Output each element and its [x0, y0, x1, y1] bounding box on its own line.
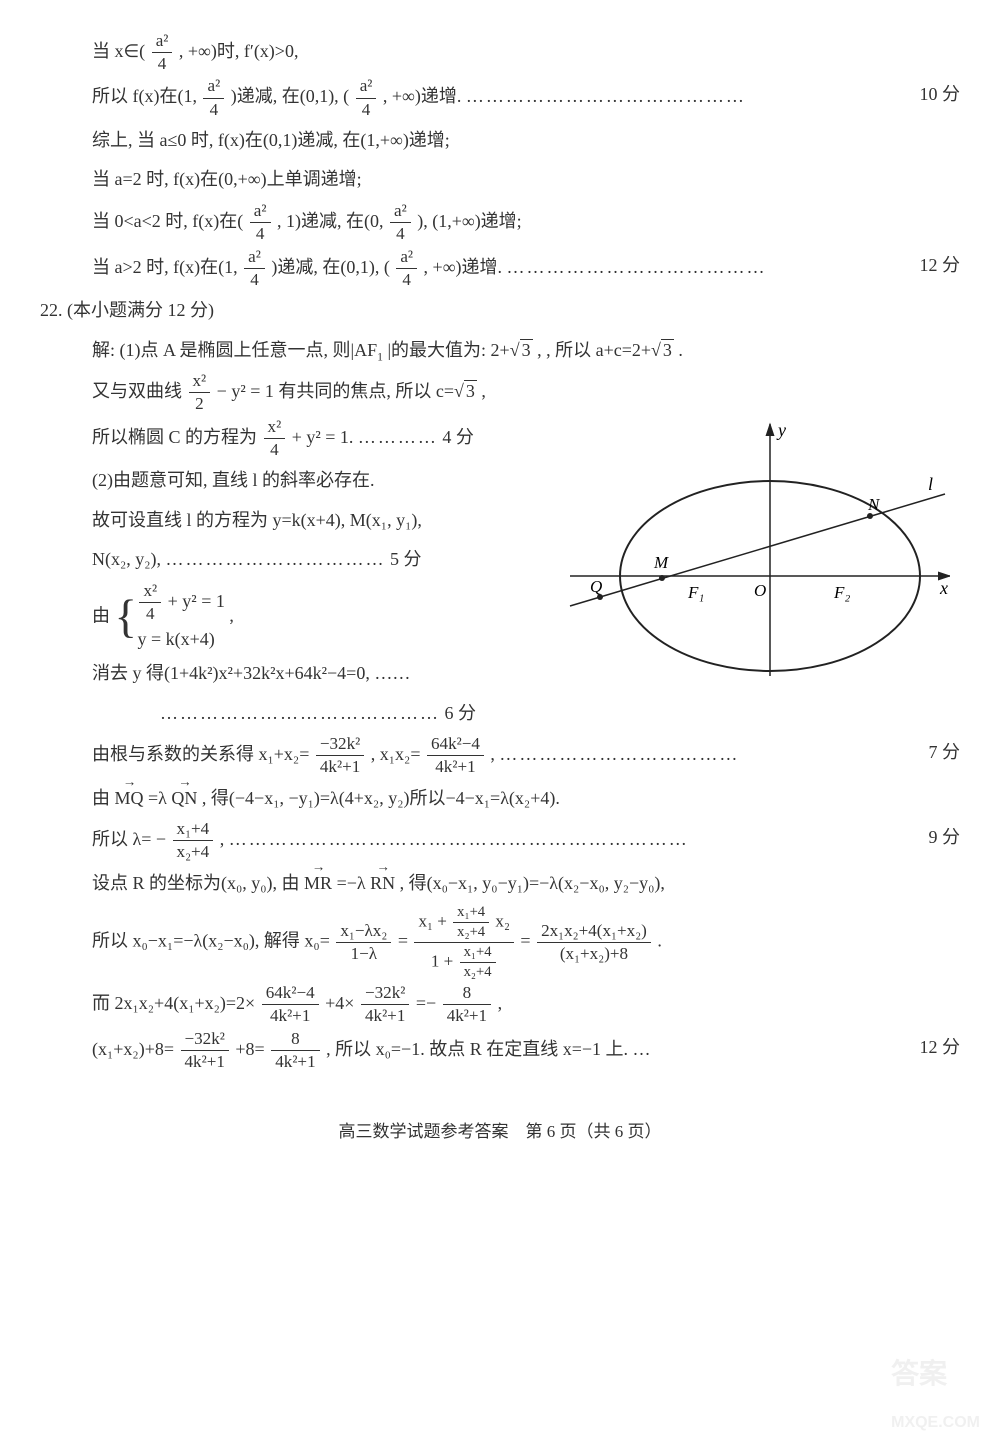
watermark: 答案 MXQE.COM — [891, 1343, 980, 1440]
sqrt-3: 3 — [464, 380, 477, 401]
diagram-row: y x O l F₁ F₂ M N Q 所以椭圆 C 的方程为 x²4 + y²… — [40, 416, 960, 734]
line-18: 设点 R 的坐标为(x₀, y₀), 由 MR =−λ RN , 得(x₀−x₁… — [40, 864, 960, 904]
line-13-system: 由 { x²4 + y² = 1 y = k(x+4) , — [40, 580, 612, 654]
line-3: 综上, 当 a≤0 时, f(x)在(0,1)递减, 在(1,+∞)递增; — [40, 121, 960, 161]
line-20: 而 2x₁x₂+4(x₁+x₂)=2× 64k²−44k²+1 +4× −32k… — [40, 982, 960, 1027]
vector-rn: RN — [370, 864, 395, 904]
txt: 所以 f(x)在(1, — [92, 86, 201, 106]
line-10: (2)由题意可知, 直线 l 的斜率必存在. — [40, 461, 612, 501]
frac-a2-4: a²4 — [203, 75, 224, 120]
frac-neg32k2: −32k²4k²+1 — [181, 1028, 229, 1073]
frac-a2-4: a²4 — [390, 200, 411, 245]
line-11: 故可设直线 l 的方程为 y=k(x+4), M(x₁, y₁), — [40, 501, 612, 541]
score-10: 10 分 — [920, 75, 961, 115]
score-5: 5 分 — [390, 549, 422, 569]
line-21: (x₁+x₂)+8= −32k²4k²+1 +8= 84k²+1 , 所以 x₀… — [40, 1028, 960, 1073]
sqrt-3: 3 — [520, 339, 533, 360]
vector-mq: MQ — [115, 779, 144, 819]
line-14: 消去 y 得(1+4k²)x²+32k²x+64k²−4=0, …… — [40, 654, 612, 694]
line-7: 解: (1)点 A 是椭圆上任意一点, 则|AF1 |的最大值为: 2+√3 ,… — [40, 331, 960, 371]
line-2: 所以 f(x)在(1, a²4 )递减, 在(0,1), ( a²4 , +∞)… — [40, 75, 960, 120]
txt: , +∞)递增. — [383, 86, 461, 106]
sqrt-3: 3 — [661, 339, 674, 360]
frac-64k2m4: 64k²−44k²+1 — [262, 982, 319, 1027]
label-f1: F₁ — [687, 583, 704, 602]
score-7: 7 分 — [929, 733, 961, 773]
equation-system: x²4 + y² = 1 y = k(x+4) — [137, 580, 224, 654]
frac-8: 84k²+1 — [271, 1028, 319, 1073]
frac-x2-4: x²4 — [264, 416, 286, 461]
page-footer: 高三数学试题参考答案 第 6 页（共 6 页） — [40, 1113, 960, 1150]
frac-a2-4: a²4 — [356, 75, 377, 120]
left-brace-icon: { — [115, 596, 137, 638]
leader-dots: ………………………………… — [507, 256, 767, 276]
frac-a2-4: a²4 — [152, 30, 173, 75]
frac-big: x₁ + x₁+4x₂+4 x₂ 1 + x₁+4x₂+4 — [414, 903, 513, 982]
label-m: M — [653, 553, 669, 572]
line-4: 当 a=2 时, f(x)在(0,+∞)上单调递增; — [40, 160, 960, 200]
line-19: 所以 x₀−x₁=−λ(x₂−x₀), 解得 x₀= x₁−λx₂1−λ = x… — [40, 903, 960, 982]
frac-8: 84k²+1 — [443, 982, 491, 1027]
line-14b: …………………………………… 6 分 — [40, 694, 680, 734]
frac-a2-4: a²4 — [244, 246, 265, 291]
line-16: 由 MQ =λ QN , 得(−4−x₁, −y₁)=λ(4+x₂, y₂)所以… — [40, 779, 960, 819]
frac-neg32k2: −32k²4k²+1 — [316, 733, 364, 778]
frac-a2-4: a²4 — [396, 246, 417, 291]
line-8: 又与双曲线 x²2 − y² = 1 有共同的焦点, 所以 c=√3 , — [40, 370, 960, 415]
point-m — [659, 575, 665, 581]
line-12: N(x₂, y₂), …………………………… 5 分 — [40, 540, 612, 580]
frac-neg32k2: −32k²4k²+1 — [361, 982, 409, 1027]
txt: )递减, 在(0,1), ( — [231, 86, 349, 106]
line-17: 所以 λ= − x₁+4x₂+4 , ………………………………………………………… — [40, 818, 960, 863]
score-12: 12 分 — [920, 246, 961, 286]
frac-x1p4: x₁+4x₂+4 — [173, 818, 214, 863]
label-x: x — [939, 578, 948, 598]
vector-mr: MR — [304, 864, 332, 904]
score-4: 4 分 — [442, 426, 474, 446]
sub-1: 1 — [377, 350, 383, 363]
txt: , +∞)时, f′(x)>0, — [179, 41, 299, 61]
frac-a2-4: a²4 — [250, 200, 271, 245]
line-6: 当 a>2 时, f(x)在(1, a²4 )递减, 在(0,1), ( a²4… — [40, 246, 960, 291]
label-y: y — [776, 420, 786, 440]
score-12b: 12 分 — [920, 1028, 961, 1068]
line-9: 所以椭圆 C 的方程为 x²4 + y² = 1. ………… 4 分 — [40, 416, 612, 461]
line-1: 当 x∈( a²4 , +∞)时, f′(x)>0, — [40, 30, 960, 75]
frac-x1mlx2: x₁−λx₂1−λ — [336, 920, 391, 965]
leader-dots: …………………………………… — [466, 86, 746, 106]
txt: 当 x∈( — [92, 41, 145, 61]
label-n: N — [867, 495, 881, 514]
vector-qn: QN — [171, 779, 197, 819]
line-5: 当 0<a<2 时, f(x)在( a²4 , 1)递减, 在(0, a²4 )… — [40, 200, 960, 245]
score-9: 9 分 — [929, 818, 961, 858]
score-6: 6 分 — [445, 703, 477, 723]
label-o: O — [754, 581, 766, 600]
label-f2: F₂ — [833, 583, 850, 602]
frac-64k2m4: 64k²−44k²+1 — [427, 733, 484, 778]
frac-x2-2: x²2 — [189, 370, 211, 415]
frac-final: 2x₁x₂+4(x₁+x₂)(x₁+x₂)+8 — [537, 920, 651, 965]
question-22-header: 22. (本小题满分 12 分) — [40, 291, 960, 331]
label-l: l — [928, 474, 933, 494]
